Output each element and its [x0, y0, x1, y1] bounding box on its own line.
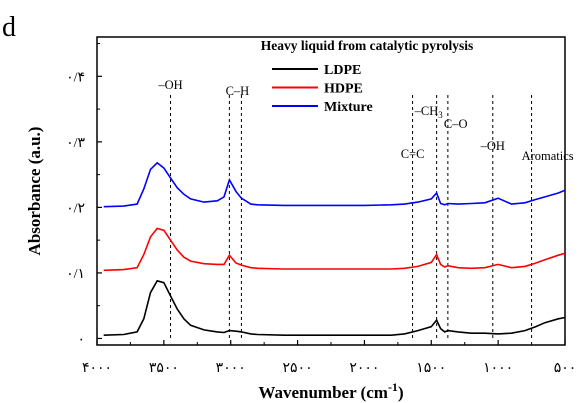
peak-annotation: C=C [401, 147, 425, 161]
x-tick-label: ۲۰۰۰ [349, 361, 379, 376]
chart-title: Heavy liquid from catalytic pyrolysis [261, 38, 474, 53]
y-axis-ticks: ۰ ۰/۱ ۰/۲ ۰/۳ ۰/۴ [66, 43, 102, 347]
series-line-hdpe [103, 227, 566, 272]
panel-label: d [2, 12, 16, 43]
x-axis-label: Wavenumber (cm-1) [258, 380, 403, 402]
peak-annotation: –OH [480, 139, 505, 153]
y-tick-label: ۰ [77, 332, 85, 347]
peak-annotation: –CH3 [414, 104, 444, 120]
reference-lines [170, 95, 533, 340]
peak-annotation: –OH [157, 78, 182, 92]
legend-label: Mixture [324, 100, 373, 115]
x-tick-label: ۱۰۰۰ [483, 361, 513, 376]
x-tick-label: ۲۵۰۰ [283, 361, 313, 376]
legend-label: LDPE [324, 63, 361, 78]
x-axis-ticks: ۴۰۰۰ ۳۵۰۰ ۳۰۰۰ ۲۵۰۰ ۲۰۰۰ ۱۵۰۰ ۱۰۰۰ ۵۰۰ [82, 340, 576, 376]
y-tick-label: ۰/۲ [66, 201, 85, 216]
series-line-ldpe [103, 279, 566, 336]
y-tick-label: ۰/۱ [66, 267, 85, 282]
peak-annotation: Aromatics [522, 149, 574, 163]
x-tick-label: ۳۰۰۰ [216, 361, 246, 376]
y-axis-label: Absorbance (a.u.) [25, 127, 44, 256]
series-line-mixture [103, 161, 566, 208]
y-tick-label: ۰/۳ [66, 136, 85, 151]
x-tick-label: ۳۵۰۰ [149, 361, 179, 376]
legend: LDPE HDPE Mixture [272, 63, 373, 115]
x-tick-label: ۵۰۰ [554, 361, 577, 376]
y-tick-label: ۰/۴ [66, 70, 85, 85]
x-tick-label: ۴۰۰۰ [82, 361, 112, 376]
peak-annotation: C–H [226, 84, 250, 98]
legend-label: HDPE [324, 82, 363, 97]
series-group [103, 161, 566, 336]
peak-annotation: C–O [444, 117, 468, 131]
x-tick-label: ۱۵۰۰ [416, 361, 446, 376]
